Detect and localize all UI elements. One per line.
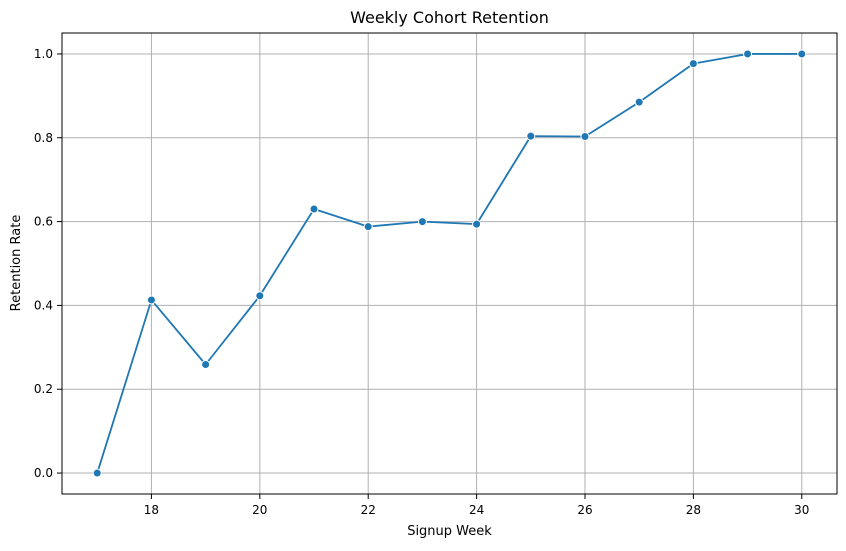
- data-point: [201, 360, 211, 370]
- data-point: [688, 59, 698, 69]
- data-point: [526, 131, 536, 141]
- y-tick-label: 0.8: [34, 131, 53, 145]
- plot-frame: [61, 32, 838, 495]
- data-point: [309, 204, 319, 214]
- data-point: [363, 222, 373, 232]
- data-point: [417, 217, 427, 227]
- x-tick-label: 20: [252, 503, 267, 517]
- chart-title: Weekly Cohort Retention: [350, 8, 549, 27]
- series-line: [96, 53, 803, 474]
- data-point: [146, 295, 156, 305]
- x-tick-label: 28: [686, 503, 701, 517]
- y-tick-label: 0.6: [34, 215, 53, 229]
- x-tick-label: 18: [144, 503, 159, 517]
- data-point: [255, 291, 265, 301]
- y-axis-label: Retention Rate: [9, 215, 24, 312]
- x-tick-label: 26: [577, 503, 592, 517]
- data-point: [472, 219, 482, 229]
- x-tick-label: 22: [361, 503, 376, 517]
- grid-lines: [62, 33, 837, 494]
- data-point: [797, 49, 807, 59]
- y-tick-label: 0.2: [34, 382, 53, 396]
- x-axis-label: Signup Week: [407, 524, 492, 539]
- x-tick-label: 30: [794, 503, 809, 517]
- x-tick-label: 24: [469, 503, 484, 517]
- data-point: [92, 468, 102, 478]
- data-point: [580, 132, 590, 142]
- y-tick-label: 0.4: [34, 298, 53, 312]
- y-tick-label: 1.0: [34, 47, 53, 61]
- series-layer: [92, 49, 807, 478]
- y-tick-label: 0.0: [34, 466, 53, 480]
- data-point: [634, 97, 644, 107]
- data-point: [743, 49, 753, 59]
- axes: 18 20 22 24 26 28 30 0.0 0.2 0.4 0.6 0.8 1.0: [34, 32, 838, 517]
